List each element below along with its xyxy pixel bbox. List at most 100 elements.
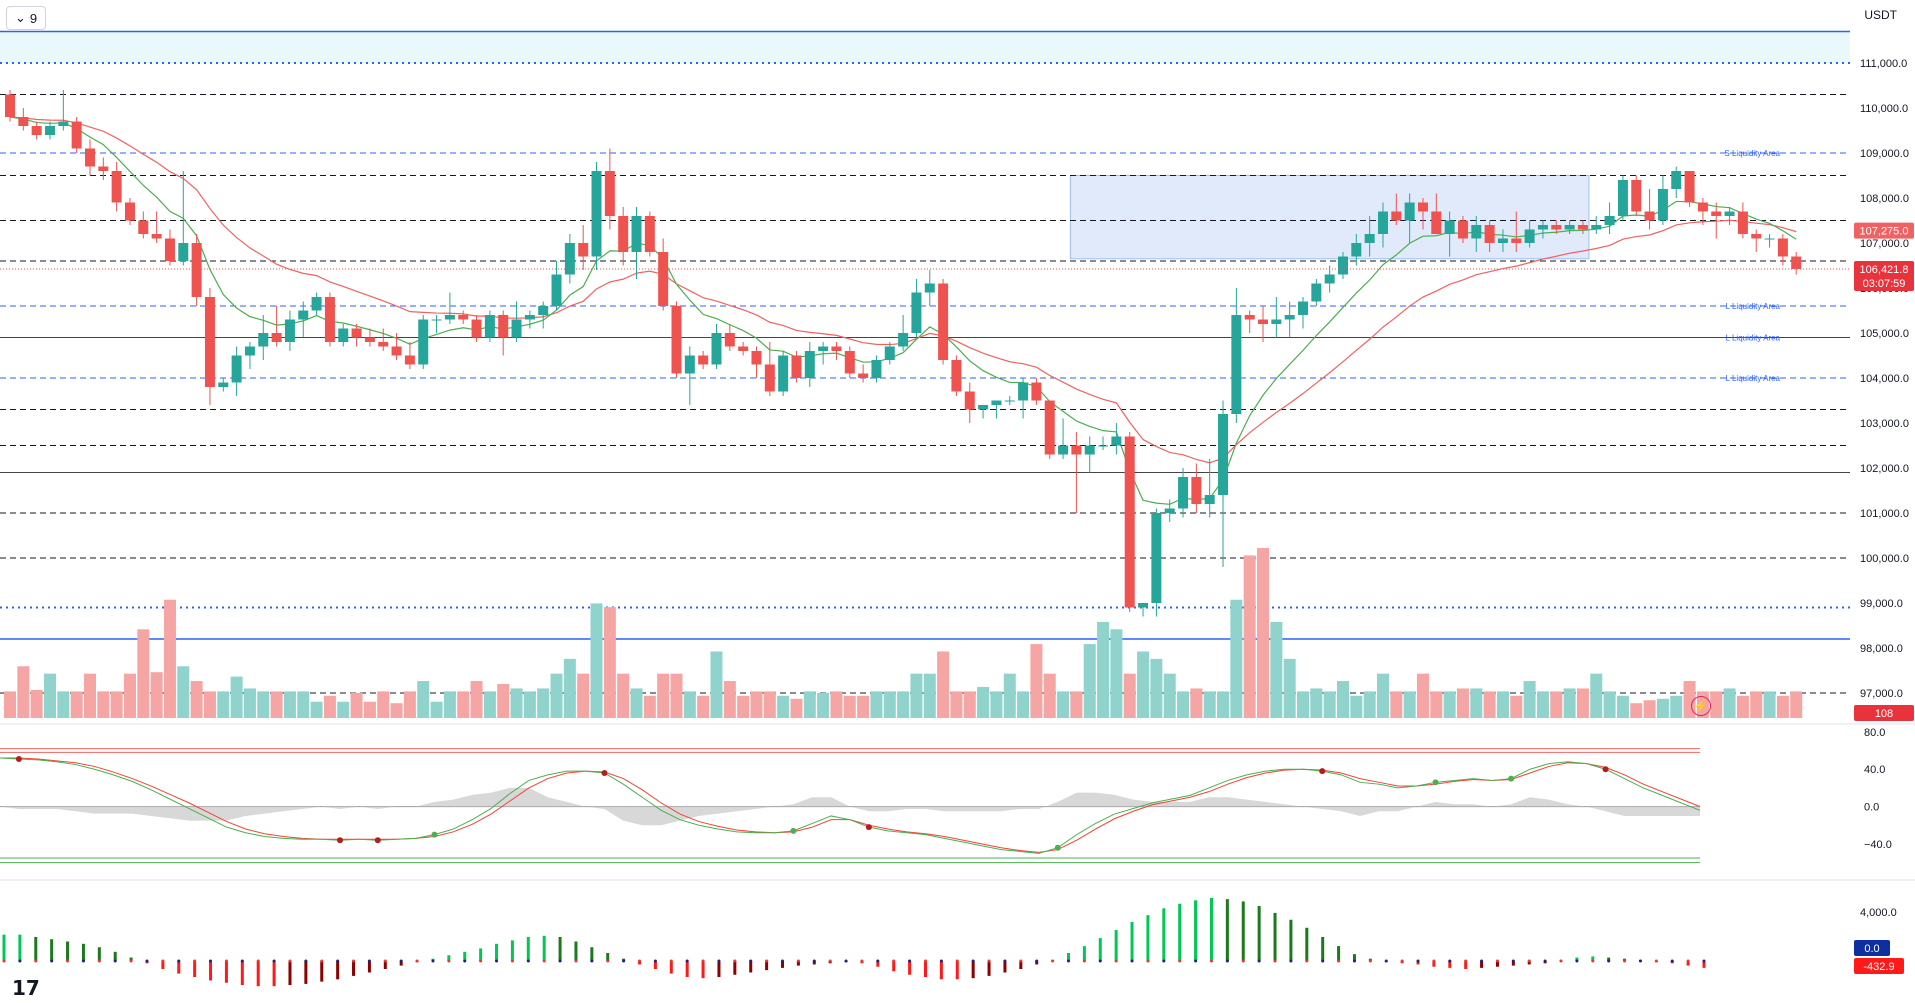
candle [44,121,55,140]
volume-bar [737,695,750,718]
candle [1684,171,1695,207]
candle-body [1617,180,1628,216]
candle-body [778,355,789,392]
price-axis-tick: 107,000.0 [1860,238,1909,250]
volume-bar [217,691,230,718]
volume-bar [390,703,403,718]
candle-body [1457,220,1468,239]
volume-bar [17,666,30,718]
macd-signal-dot [193,959,197,963]
volume-bar [870,691,883,718]
chevron-down-icon: ⌄ [15,10,26,25]
candle-body [538,306,549,315]
macd-histogram-bar [1209,898,1213,961]
volume-bar [1523,681,1536,718]
candle [1484,220,1495,252]
candle-body [1338,256,1348,275]
candle [724,324,735,351]
candle [978,405,989,419]
macd-signal-dot [987,959,991,963]
volume-bar [4,691,16,718]
macd-signal-dot [892,959,896,963]
currency-label[interactable]: USDT [1864,8,1897,22]
stoch-cross-dot [1054,844,1061,851]
price-axis-tick: 105,000.0 [1860,328,1909,340]
candle-body [1697,202,1708,212]
candle-body [324,297,335,342]
flash-icon[interactable]: ⚡ [1691,696,1711,716]
candle [124,198,135,225]
volume-bar [283,691,296,718]
volume-bar [457,691,470,718]
volume-bar [1163,673,1176,718]
macd-histogram-bar [1591,956,1595,961]
macd-signal-dot [1511,959,1515,963]
volume-bar [57,691,70,718]
candle-body [471,319,482,338]
candle-body [124,202,135,221]
candle-body [938,283,949,360]
macd-signal-dot [256,959,260,963]
candle-body [1497,238,1508,243]
candle [818,342,829,365]
volume-bar [803,691,816,718]
volume-bar [1003,673,1016,718]
macd-histogram-bar [1146,915,1150,961]
macd-histogram-bar [399,961,403,966]
macd-histogram-bar [765,961,769,971]
candle [1617,175,1628,221]
candle [1298,297,1309,329]
candle-body [1657,189,1668,221]
candle [791,351,802,383]
macd-signal-dot [844,959,848,963]
macd-signal-dot [1035,959,1039,963]
volume-bar [910,673,923,718]
macd-signal-dot [1623,959,1627,963]
macd-signal-dot [1146,959,1150,963]
macd-signal-dot [1495,959,1499,963]
macd-signal-dot [1670,959,1674,963]
macd-histogram-bar [240,961,244,986]
macd-signal-dot [574,959,578,963]
candle-body [831,346,842,351]
candle-body [1124,436,1135,608]
candle-body [84,148,95,167]
volume-bar [1416,673,1429,718]
candle-body [1564,225,1575,230]
macd-signal-dot [1575,959,1579,963]
macd-histogram-bar [1448,961,1452,968]
macd-signal-dot [860,959,864,963]
macd-histogram-bar [876,961,880,967]
candle-body [231,355,242,383]
volume-bar [203,691,216,718]
macd-signal-dot [161,959,165,963]
candle-body [1351,243,1362,257]
candle [804,342,815,387]
candle [338,324,349,347]
interval-selector[interactable]: ⌄ 9 [6,6,47,30]
candle-body [564,243,575,275]
macd-signal-dot [145,959,149,963]
volume-bar [310,701,323,718]
candle-body [591,171,602,257]
macd-histogram-bar [161,961,165,970]
macd-signal-dot [320,959,324,963]
candle-body [1218,414,1229,495]
candle-body [978,405,989,410]
volume-bar [403,691,416,718]
volume-bar [1483,691,1496,718]
tradingview-logo-icon[interactable]: 17 [12,976,40,1000]
candle-body [698,355,709,365]
candle-body [444,315,455,320]
candle-body [1471,225,1482,239]
volume-bar [1230,599,1243,718]
candle [1258,306,1269,342]
candle [684,346,695,405]
candle [1631,175,1642,216]
candle [1138,603,1149,617]
candle [351,324,362,347]
macd-signal-dot [1178,959,1182,963]
macd-signal-dot [876,959,880,963]
candle-body [551,274,562,306]
